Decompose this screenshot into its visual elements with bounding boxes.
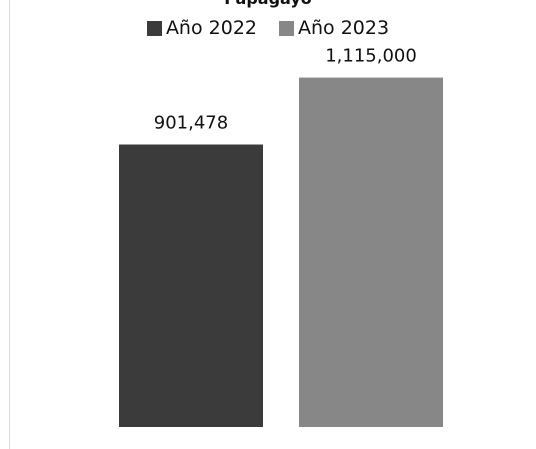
legend-swatch-2022 [146,20,162,36]
legend-swatch-2023 [279,20,294,36]
legend-item-2022: Año 2022 [146,17,257,39]
legend-label-2022: Año 2022 [165,17,257,39]
legend-item-2023: Año 2023 [279,17,389,39]
chart-frame-line [9,0,10,449]
legend-label-2023: Año 2023 [298,17,390,39]
data-label-2022: 901,478 [154,113,228,134]
bar-2022 [119,144,263,427]
legend: Año 2022 Año 2023 [0,17,536,39]
chart-title: Papagayo [0,0,536,8]
bar-2023 [299,77,443,427]
data-label-2023: 1,115,000 [325,46,417,67]
